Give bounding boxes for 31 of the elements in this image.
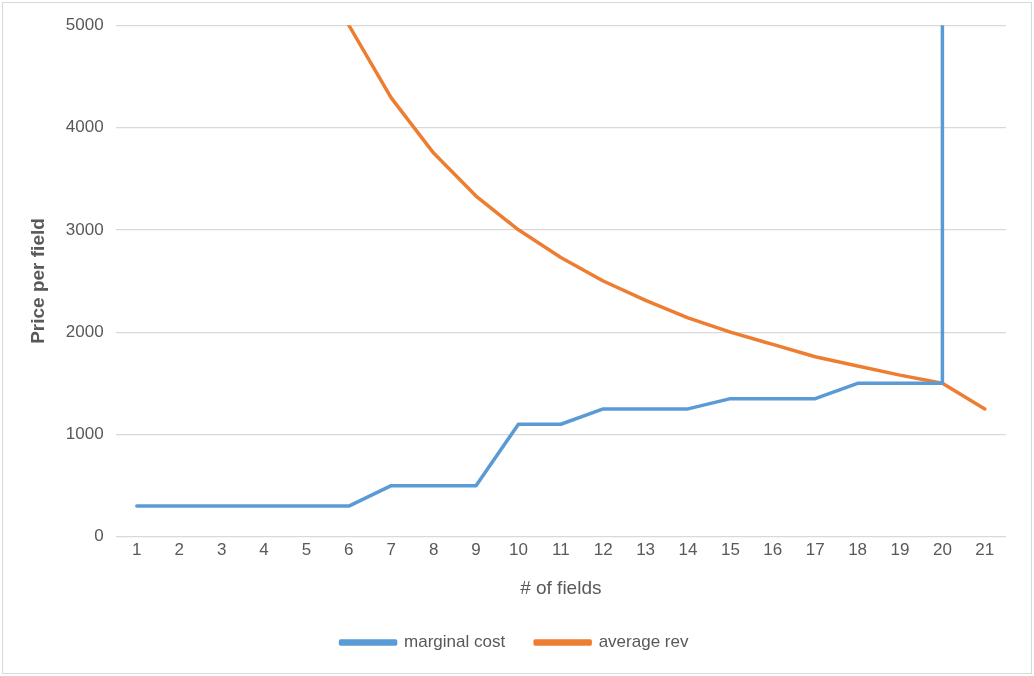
y-tick-label: 2000 [65, 321, 104, 341]
x-tick-label: 12 [593, 539, 613, 559]
y-tick-label: 0 [94, 526, 104, 546]
x-tick-label: 21 [975, 539, 995, 559]
y-tick-label: 5000 [65, 14, 104, 34]
x-tick-label: 9 [471, 539, 481, 559]
y-tick-label: 1000 [65, 424, 104, 444]
y-tick-label: 4000 [65, 117, 104, 137]
y-axis-title: Price per field [26, 218, 48, 344]
x-tick-label: 8 [428, 539, 439, 559]
x-tick-label: 16 [763, 539, 783, 559]
x-tick-label: 4 [259, 539, 269, 559]
x-tick-label: 19 [890, 539, 910, 559]
x-tick-label: 1 [132, 539, 142, 559]
x-tick-label: 10 [508, 539, 528, 559]
x-tick-label: 11 [551, 539, 570, 559]
x-axis-title: # of fields [520, 576, 602, 598]
x-tick-label: 15 [720, 539, 740, 559]
x-tick-label: 6 [344, 539, 354, 559]
x-tick-label: 3 [216, 539, 227, 559]
x-tick-label: 20 [932, 539, 952, 559]
x-tick-label: 14 [678, 539, 698, 559]
x-tick-label: 18 [848, 539, 868, 559]
y-tick-label: 3000 [65, 219, 104, 239]
x-tick-label: 17 [805, 539, 825, 559]
legend-label: marginal cost [404, 632, 506, 652]
x-tick-label: 2 [174, 539, 184, 559]
x-tick-label: 13 [636, 539, 656, 559]
legend-label: average rev [598, 632, 689, 652]
x-tick-label: 7 [386, 539, 396, 559]
x-tick-label: 5 [301, 539, 312, 559]
